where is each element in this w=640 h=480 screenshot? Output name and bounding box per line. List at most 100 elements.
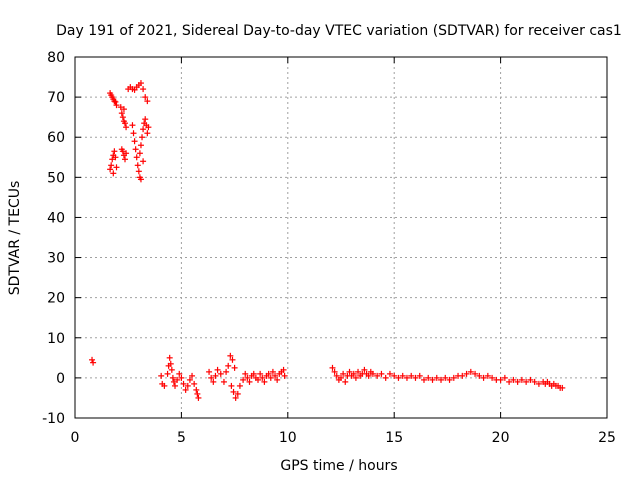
data-point [450, 374, 457, 381]
data-point [122, 120, 129, 127]
plot-frame [74, 56, 608, 419]
data-point [350, 370, 357, 377]
data-point [340, 370, 347, 377]
data-point [108, 162, 115, 169]
y-tick-label: 80 [47, 50, 65, 66]
data-point [420, 376, 427, 383]
data-point [220, 378, 227, 385]
data-point [134, 162, 141, 169]
y-tick-label: -10 [42, 411, 65, 427]
data-point [142, 94, 149, 101]
data-point [120, 106, 127, 113]
data-point [123, 150, 130, 157]
data-point [145, 124, 152, 131]
data-point [333, 372, 340, 379]
data-point [484, 372, 491, 379]
data-point [136, 150, 143, 157]
data-point [130, 130, 137, 137]
data-point [144, 98, 151, 105]
data-points [89, 80, 566, 401]
data-point [467, 368, 474, 375]
data-point [234, 390, 241, 397]
y-tick-label: 10 [47, 331, 65, 347]
data-point [265, 370, 272, 377]
data-point [206, 368, 213, 375]
data-point [223, 368, 230, 375]
data-point [225, 362, 232, 369]
data-point [535, 380, 542, 387]
data-point [119, 114, 126, 121]
data-point [174, 376, 181, 383]
data-point [113, 164, 120, 171]
data-point [442, 374, 449, 381]
data-point [195, 394, 202, 401]
data-point [506, 378, 513, 385]
data-point [459, 372, 466, 379]
data-point [170, 378, 177, 385]
data-point [167, 360, 174, 367]
data-point [386, 370, 393, 377]
y-tick-label: 60 [47, 130, 65, 146]
data-point [374, 372, 381, 379]
data-point [140, 86, 147, 93]
data-point [140, 158, 147, 165]
data-point [117, 104, 124, 111]
x-tick-labels: 0 5 10 15 20 25 [71, 430, 616, 446]
data-point [412, 374, 419, 381]
data-point [111, 98, 118, 105]
data-point [489, 374, 496, 381]
data-point [158, 372, 165, 379]
x-tick-label: 25 [598, 430, 616, 446]
data-point [527, 376, 534, 383]
data-point [118, 110, 125, 117]
data-point [161, 382, 168, 389]
data-point [559, 384, 566, 391]
data-point [210, 378, 217, 385]
data-point [267, 374, 274, 381]
data-point [391, 372, 398, 379]
data-point [259, 374, 266, 381]
data-point [242, 370, 249, 377]
data-point [172, 382, 179, 389]
data-point [169, 374, 176, 381]
y-tick-label: 40 [47, 210, 65, 226]
data-point [403, 374, 410, 381]
data-point [194, 390, 201, 397]
data-point [122, 156, 129, 163]
data-point [140, 126, 147, 133]
data-point [89, 356, 96, 363]
data-point [227, 352, 234, 359]
y-tick-label: 20 [47, 291, 65, 307]
data-point [129, 122, 136, 129]
x-tick-label: 10 [279, 430, 297, 446]
data-point [107, 166, 114, 173]
data-point [236, 382, 243, 389]
data-point [355, 368, 362, 375]
data-point [429, 376, 436, 383]
y-axis-title: SDTVAR / TECUs [7, 181, 23, 296]
data-point [132, 146, 139, 153]
data-point [250, 370, 257, 377]
data-point [208, 374, 215, 381]
data-point [331, 368, 338, 375]
data-point [269, 368, 276, 375]
data-point [214, 366, 221, 373]
data-point [480, 374, 487, 381]
data-point [137, 142, 144, 149]
data-point [281, 372, 288, 379]
data-point [112, 154, 119, 161]
data-point [111, 148, 118, 155]
data-point [399, 372, 406, 379]
data-point [180, 380, 187, 387]
data-point [119, 148, 126, 155]
y-tick-label: 50 [47, 170, 65, 186]
data-point [514, 378, 521, 385]
data-point [182, 386, 189, 393]
data-point [230, 388, 237, 395]
data-point [112, 98, 119, 105]
data-point [164, 370, 171, 377]
data-point [109, 156, 116, 163]
data-point [229, 356, 236, 363]
